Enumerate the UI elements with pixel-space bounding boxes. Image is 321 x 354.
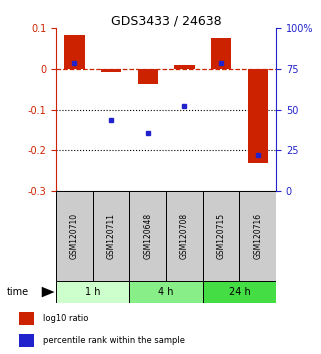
Text: 1 h: 1 h — [85, 287, 100, 297]
Bar — [203, 191, 239, 281]
Bar — [211, 39, 231, 69]
Bar — [203, 281, 276, 303]
Text: log10 ratio: log10 ratio — [43, 314, 89, 323]
Bar — [248, 69, 268, 162]
Bar — [129, 281, 203, 303]
Bar — [56, 191, 93, 281]
Title: GDS3433 / 24638: GDS3433 / 24638 — [111, 14, 221, 27]
Bar — [239, 191, 276, 281]
Bar — [65, 35, 84, 69]
Bar — [166, 191, 203, 281]
Bar — [56, 281, 129, 303]
Text: 4 h: 4 h — [158, 287, 174, 297]
Text: GSM120715: GSM120715 — [217, 213, 226, 259]
Text: time: time — [6, 287, 29, 297]
Bar — [138, 69, 158, 85]
Polygon shape — [42, 287, 55, 297]
Text: percentile rank within the sample: percentile rank within the sample — [43, 336, 186, 345]
Bar — [93, 191, 129, 281]
Bar — [174, 65, 195, 69]
Text: GSM120716: GSM120716 — [253, 213, 262, 259]
Bar — [101, 69, 121, 72]
Bar — [129, 191, 166, 281]
Text: GSM120710: GSM120710 — [70, 213, 79, 259]
Bar — [19, 334, 34, 347]
Text: GSM120708: GSM120708 — [180, 213, 189, 259]
Bar — [19, 312, 34, 325]
Text: GSM120711: GSM120711 — [107, 213, 116, 259]
Text: 24 h: 24 h — [229, 287, 250, 297]
Text: GSM120648: GSM120648 — [143, 213, 152, 259]
